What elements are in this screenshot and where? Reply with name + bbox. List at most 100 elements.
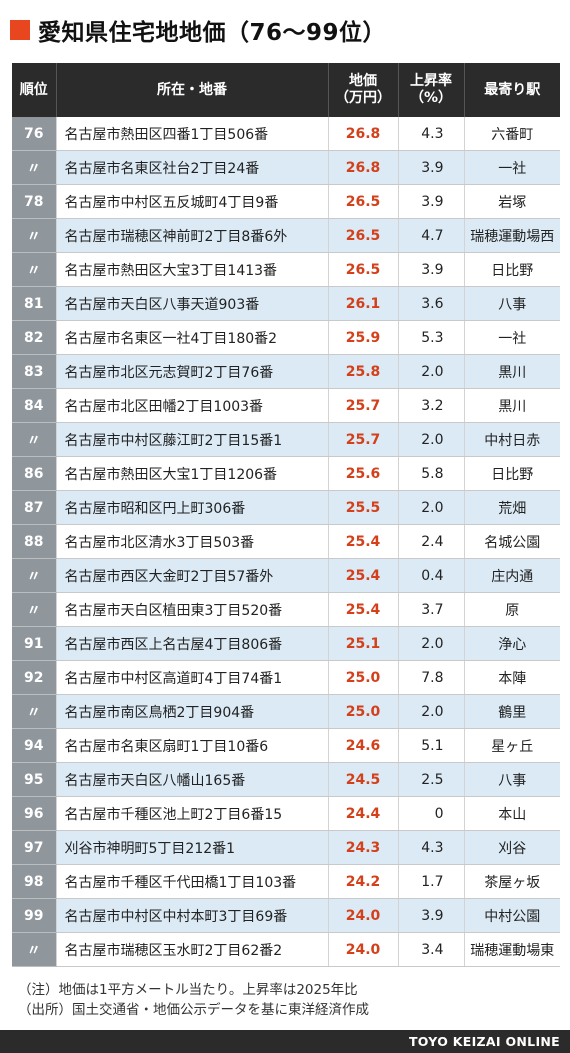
table-row: 76 名古屋市熱田区四番1丁目506番 26.8 4.3 六番町 — [12, 117, 560, 151]
price-cell: 26.8 — [327, 117, 398, 151]
price-cell: 24.6 — [327, 728, 398, 763]
rate-cell: 3.4 — [397, 932, 464, 967]
rank-cell: 81 — [12, 286, 56, 321]
rate-cell: 5.1 — [397, 728, 464, 763]
station-cell: 黒川 — [463, 388, 560, 423]
station-cell: 日比野 — [463, 252, 560, 287]
station-cell: 原 — [463, 592, 560, 627]
table-row: 81 名古屋市天白区八事天道903番 26.1 3.6 八事 — [12, 286, 560, 321]
rank-cell: 〃 — [12, 558, 56, 593]
price-cell: 24.5 — [327, 762, 398, 797]
table-row: 97 刈谷市神明町5丁目212番1 24.3 4.3 刈谷 — [12, 830, 560, 865]
header-station: 最寄り駅 — [463, 63, 560, 117]
address-cell: 名古屋市天白区八幡山165番 — [55, 762, 328, 797]
rate-cell: 3.6 — [397, 286, 464, 321]
rate-cell: 5.8 — [397, 456, 464, 491]
address-cell: 名古屋市中村区中村本町3丁目69番 — [55, 898, 328, 933]
rate-cell: 1.7 — [397, 864, 464, 899]
station-cell: 刈谷 — [463, 830, 560, 865]
footer-bar: TOYO KEIZAI ONLINE — [0, 1030, 570, 1053]
address-cell: 名古屋市熱田区大宝1丁目1206番 — [55, 456, 328, 491]
price-cell: 25.6 — [327, 456, 398, 491]
table-row: 〃名古屋市天白区植田東3丁目520番 25.4 3.7 原 — [12, 592, 560, 627]
rank-cell: 〃 — [12, 932, 56, 967]
table-row: 〃名古屋市南区鳥栖2丁目904番 25.0 2.0 鶴里 — [12, 694, 560, 729]
rate-cell: 3.2 — [397, 388, 464, 423]
rank-cell: 88 — [12, 524, 56, 559]
address-cell: 名古屋市北区田幡2丁目1003番 — [55, 388, 328, 423]
station-cell: 本山 — [463, 796, 560, 831]
footer-brand: TOYO KEIZAI ONLINE — [408, 1034, 560, 1049]
price-cell: 25.4 — [327, 592, 398, 627]
rank-cell: 91 — [12, 626, 56, 661]
rank-cell: 76 — [12, 117, 56, 151]
rank-cell: 86 — [12, 456, 56, 491]
rate-cell: 4.3 — [397, 830, 464, 865]
title-accent-square — [10, 20, 30, 40]
address-cell: 名古屋市中村区五反城町4丁目9番 — [55, 184, 328, 219]
station-cell: 瑞穂運動場東 — [463, 932, 560, 967]
rank-cell: 〃 — [12, 422, 56, 457]
table-row: 83 名古屋市北区元志賀町2丁目76番 25.8 2.0 黒川 — [12, 354, 560, 389]
price-cell: 25.0 — [327, 694, 398, 729]
table-row: 82 名古屋市名東区一社4丁目180番2 25.9 5.3 一社 — [12, 320, 560, 355]
rate-cell: 2.5 — [397, 762, 464, 797]
table-row: 95 名古屋市天白区八幡山165番 24.5 2.5 八事 — [12, 762, 560, 797]
station-cell: 浄心 — [463, 626, 560, 661]
price-cell: 26.5 — [327, 252, 398, 287]
rate-cell: 2.0 — [397, 626, 464, 661]
table-body: 76 名古屋市熱田区四番1丁目506番 26.8 4.3 六番町〃名古屋市名東区社台2丁… — [12, 117, 560, 967]
table-row: 〃名古屋市瑞穂区玉水町2丁目62番2 24.0 3.4 瑞穂運動場東 — [12, 932, 560, 967]
station-cell: 鶴里 — [463, 694, 560, 729]
page-title: 愛知県住宅地地価（76～99位） — [38, 20, 387, 46]
address-cell: 名古屋市中村区藤江町2丁目15番1 — [55, 422, 328, 457]
station-cell: 茶屋ヶ坂 — [463, 864, 560, 899]
rank-cell: 96 — [12, 796, 56, 831]
rank-cell: 〃 — [12, 218, 56, 253]
price-cell: 26.1 — [327, 286, 398, 321]
address-cell: 名古屋市瑞穂区神前町2丁目8番6外 — [55, 218, 328, 253]
address-cell: 刈谷市神明町5丁目212番1 — [55, 830, 328, 865]
address-cell: 名古屋市西区大金町2丁目57番外 — [55, 558, 328, 593]
price-cell: 25.9 — [327, 320, 398, 355]
table-row: 〃名古屋市中村区藤江町2丁目15番1 25.7 2.0 中村日赤 — [12, 422, 560, 457]
address-cell: 名古屋市北区清水3丁目503番 — [55, 524, 328, 559]
rank-cell: 87 — [12, 490, 56, 525]
note-source: （出所）国土交通省・地価公示データを基に東洋経済作成 — [18, 1002, 369, 1018]
rank-cell: 82 — [12, 320, 56, 355]
address-cell: 名古屋市中村区高道町4丁目74番1 — [55, 660, 328, 695]
rate-cell: 3.9 — [397, 252, 464, 287]
table-row: 87 名古屋市昭和区円上町306番 25.5 2.0 荒畑 — [12, 490, 560, 525]
address-cell: 名古屋市名東区扇町1丁目10番6 — [55, 728, 328, 763]
station-cell: 一社 — [463, 320, 560, 355]
price-cell: 25.7 — [327, 388, 398, 423]
station-cell: 瑞穂運動場西 — [463, 218, 560, 253]
price-cell: 26.5 — [327, 218, 398, 253]
rate-cell: 5.3 — [397, 320, 464, 355]
address-cell: 名古屋市名東区一社4丁目180番2 — [55, 320, 328, 355]
header-rate-line2: （%） — [409, 90, 453, 106]
address-cell: 名古屋市昭和区円上町306番 — [55, 490, 328, 525]
station-cell: 黒川 — [463, 354, 560, 389]
header-price-line2: （万円） — [335, 90, 391, 106]
rate-cell: 2.0 — [397, 422, 464, 457]
station-cell: 日比野 — [463, 456, 560, 491]
rate-cell: 4.3 — [397, 117, 464, 151]
address-cell: 名古屋市熱田区大宝3丁目1413番 — [55, 252, 328, 287]
price-cell: 25.4 — [327, 524, 398, 559]
rate-cell: 3.7 — [397, 592, 464, 627]
rate-cell: 7.8 — [397, 660, 464, 695]
note-unit: （注）地価は1平方メートル当たり。上昇率は2025年比 — [18, 982, 358, 998]
header-rank: 順位 — [12, 63, 56, 117]
address-cell: 名古屋市天白区植田東3丁目520番 — [55, 592, 328, 627]
station-cell: 一社 — [463, 150, 560, 185]
rank-cell: 99 — [12, 898, 56, 933]
table-row: 91 名古屋市西区上名古屋4丁目806番 25.1 2.0 浄心 — [12, 626, 560, 661]
rank-cell: 97 — [12, 830, 56, 865]
header-rate-line1: 上昇率 — [410, 73, 452, 89]
rank-cell: 95 — [12, 762, 56, 797]
station-cell: 名城公園 — [463, 524, 560, 559]
station-cell: 中村日赤 — [463, 422, 560, 457]
price-cell: 25.0 — [327, 660, 398, 695]
station-cell: 八事 — [463, 762, 560, 797]
